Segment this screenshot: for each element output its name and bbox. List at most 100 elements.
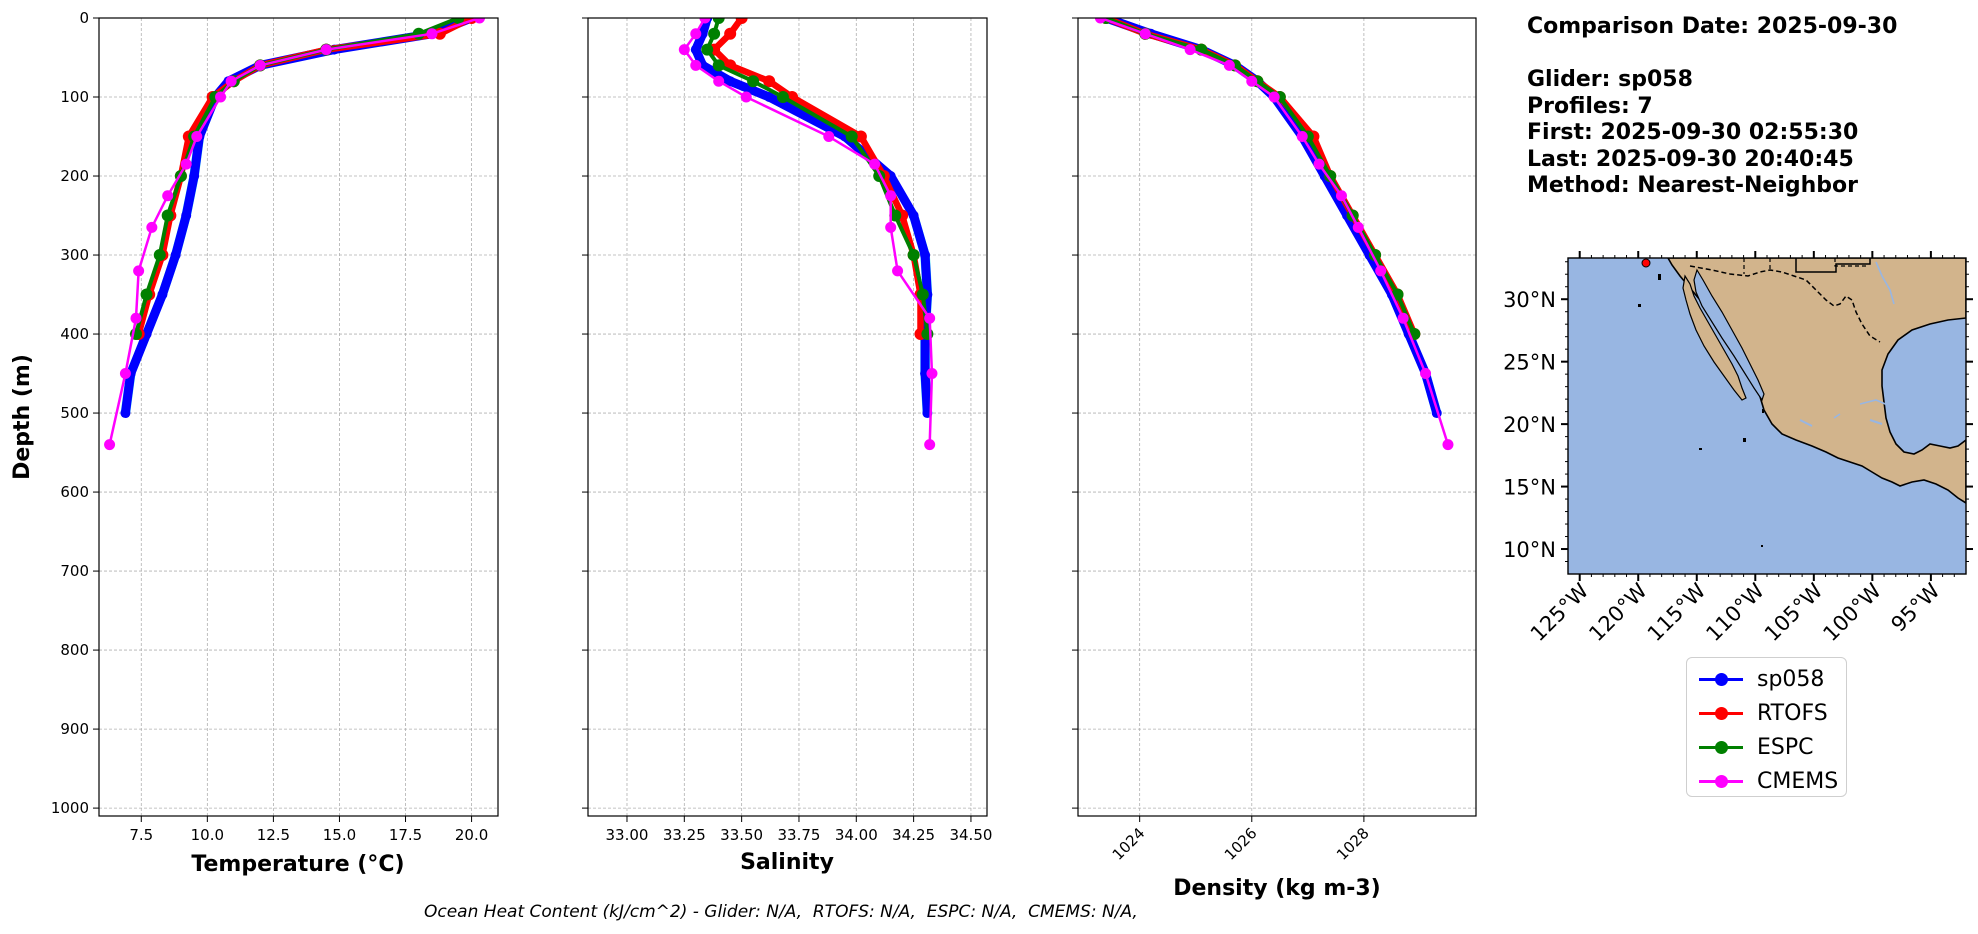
data-point-sp058 <box>181 210 192 221</box>
last-time: Last: 2025-09-30 20:40:45 <box>1527 146 1854 172</box>
panel-3-xlabel: Density (kg m-3) <box>1173 876 1381 901</box>
data-point-espc <box>140 288 153 301</box>
series-line-sp058 <box>1101 18 1442 418</box>
axes-frame <box>587 17 988 817</box>
y-tick-label: 800 <box>60 641 89 659</box>
data-point-sp058 <box>725 76 736 87</box>
y-tick-label: 500 <box>60 404 89 422</box>
data-point-cmems <box>119 368 131 380</box>
data-point-sp058 <box>764 92 775 103</box>
ohc-footer: Ocean Heat Content (kJ/cm^2) - Glider: N… <box>424 902 1138 922</box>
legend-swatch-cmems <box>1695 768 1747 794</box>
panel-3: 1024 1026 1028 <box>1072 17 1477 864</box>
y-tick-label: 400 <box>60 325 89 343</box>
series-sp058 <box>1101 18 1442 419</box>
series-line-sp058 <box>120 18 477 418</box>
data-point-sp058 <box>908 210 919 221</box>
data-point-cmems <box>924 312 936 324</box>
x-tick-label: 12.5 <box>257 826 290 844</box>
country-border-solid <box>1795 258 1871 273</box>
x-tick-label: 20.0 <box>455 826 488 844</box>
data-point-cmems <box>426 28 438 40</box>
panel-1-ylabel: Depth (m) <box>10 354 35 480</box>
series-cmems <box>104 18 486 451</box>
data-point-cmems <box>869 158 881 170</box>
data-point-rtofs <box>724 27 737 40</box>
data-point-espc <box>712 18 725 24</box>
data-point-cmems <box>474 18 486 24</box>
x-tick-label: 10.0 <box>191 826 224 844</box>
map-lat-label: 25°N <box>1503 351 1556 375</box>
data-point-cmems <box>885 221 897 233</box>
data-point-espc <box>452 18 465 24</box>
legend-item-rtofs: RTOFS <box>1695 700 1828 726</box>
legend-label: RTOFS <box>1757 700 1828 726</box>
data-point-espc <box>889 209 902 222</box>
map-lon-label: 95°W <box>1886 578 1944 636</box>
glider-name: Glider: sp058 <box>1527 67 1693 92</box>
data-point-cmems <box>926 368 938 380</box>
data-point-cmems <box>713 75 725 87</box>
data-point-cmems <box>130 312 142 324</box>
profile-panels: 7.5 10.0 12.5 15.0 17.5 20.0 0 100 200 300 400 500 6… <box>51 9 1477 864</box>
method: Method: Nearest-Neighbor <box>1527 173 1858 198</box>
data-point-sp058 <box>920 250 931 261</box>
plot-area <box>1094 18 1454 451</box>
legend-item-espc: ESPC <box>1695 734 1814 760</box>
data-point-espc <box>701 43 714 56</box>
map-lon-label: 100°W <box>1818 578 1886 646</box>
x-tick-label: 33.75 <box>777 826 820 844</box>
islands <box>1638 274 1764 547</box>
map-lat-label: 10°N <box>1503 538 1556 562</box>
data-point-espc <box>776 91 789 104</box>
x-tick-label: 1026 <box>1221 824 1261 864</box>
data-point-cmems <box>254 59 266 71</box>
y-tick-label: 0 <box>79 9 89 27</box>
data-point-cmems <box>690 59 702 71</box>
rivers <box>1833 261 1895 419</box>
data-point-espc <box>161 209 174 222</box>
map-lon-label: 120°W <box>1584 578 1652 646</box>
data-point-espc <box>747 75 760 88</box>
data-point-cmems <box>1375 265 1387 277</box>
legend-swatch-sp058 <box>1695 666 1747 692</box>
data-point-cmems <box>1313 158 1325 170</box>
data-point-cmems <box>924 439 936 451</box>
data-point-cmems <box>1268 91 1280 103</box>
x-tick-label: 33.00 <box>606 826 649 844</box>
data-point-cmems <box>1397 312 1409 324</box>
data-point-espc <box>845 130 858 143</box>
data-point-cmems <box>1420 368 1432 380</box>
data-point-espc <box>708 27 721 40</box>
data-point-rtofs <box>854 130 867 143</box>
data-point-cmems <box>678 44 690 56</box>
x-tick-label: 34.50 <box>949 826 992 844</box>
y-tick-label: 300 <box>60 246 89 264</box>
gridlines <box>99 17 498 816</box>
legend-item-cmems: CMEMS <box>1695 768 1838 794</box>
legend-swatch-espc <box>1695 734 1747 760</box>
panel-1-xlabel: Temperature (°C) <box>191 852 404 877</box>
data-point-cmems <box>740 91 752 103</box>
data-point-rtofs <box>735 18 748 24</box>
x-tick-label: 33.25 <box>663 826 706 844</box>
data-point-cmems <box>1442 439 1454 451</box>
data-point-espc <box>712 59 725 72</box>
data-point-rtofs <box>763 75 776 88</box>
y-tick-label: 700 <box>60 562 89 580</box>
series-line-cmems <box>1099 18 1450 446</box>
plot-area <box>104 18 486 451</box>
data-point-cmems <box>104 439 116 451</box>
data-point-cmems <box>690 28 702 40</box>
data-point-cmems <box>225 75 237 87</box>
y-tick-label: 200 <box>60 167 89 185</box>
y-tick-label: 600 <box>60 483 89 501</box>
plot-area <box>678 18 938 451</box>
x-tick-label: 1028 <box>1333 824 1373 864</box>
data-point-espc <box>916 288 929 301</box>
glider-position-marker <box>1641 258 1651 268</box>
data-point-espc <box>153 249 166 262</box>
data-point-sp058 <box>690 44 701 55</box>
data-point-cmems <box>885 190 897 202</box>
data-point-cmems <box>162 190 174 202</box>
